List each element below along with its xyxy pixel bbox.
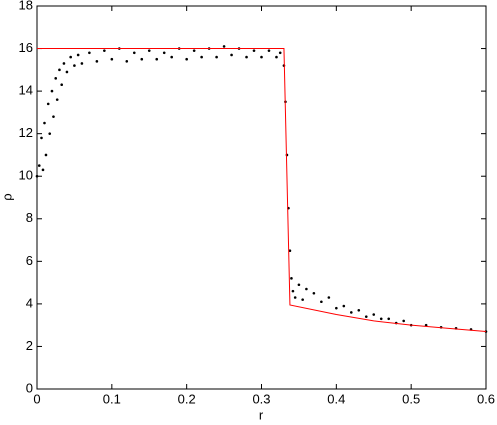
particle-point	[379, 317, 383, 321]
particle-point	[50, 89, 54, 93]
y-tick-label: 6	[26, 253, 33, 268]
x-axis-label: r	[259, 407, 264, 422]
particle-point	[215, 55, 218, 59]
particle-point	[125, 60, 129, 63]
particle-point	[162, 51, 166, 55]
particle-point	[132, 51, 136, 55]
particle-point	[372, 313, 376, 316]
particle-point	[52, 115, 55, 118]
particle-point	[37, 164, 41, 167]
x-tick-label: 0.1	[103, 391, 121, 406]
x-tick-label: 0.5	[402, 391, 420, 406]
particle-point	[170, 55, 173, 59]
particle-point	[402, 319, 405, 323]
particle-point	[327, 296, 331, 299]
particle-point	[58, 68, 61, 72]
particle-point	[357, 308, 361, 312]
y-tick-label: 12	[19, 125, 33, 140]
particle-point	[301, 298, 304, 301]
particle-point	[69, 55, 72, 59]
particle-point	[54, 77, 58, 80]
particle-point	[387, 317, 391, 321]
particle-point	[44, 153, 48, 157]
particle-point	[291, 289, 295, 293]
y-tick-label: 4	[26, 295, 33, 310]
particle-point	[80, 62, 84, 65]
particle-point	[73, 64, 76, 67]
particle-point	[55, 98, 59, 101]
particle-point	[140, 57, 144, 61]
particle-point	[293, 296, 297, 299]
particle-point	[155, 57, 159, 61]
plot-frame	[36, 5, 487, 390]
y-axis-label: ρ	[0, 193, 14, 200]
particle-point	[312, 291, 316, 295]
particle-point	[110, 57, 114, 61]
x-tick-label: 0.2	[178, 391, 196, 406]
x-tick-label: 0	[33, 391, 40, 406]
particle-point	[290, 277, 293, 280]
particle-point	[222, 45, 226, 48]
particle-point	[43, 121, 46, 125]
particle-point	[41, 168, 45, 172]
particle-point	[192, 49, 196, 52]
particle-point	[147, 49, 151, 52]
particle-point	[245, 55, 248, 59]
particle-point	[46, 102, 50, 106]
particle-point	[185, 57, 188, 61]
particle-point	[320, 300, 323, 304]
particle-point	[40, 136, 43, 140]
particle-point	[35, 174, 39, 178]
particle-point	[305, 287, 308, 291]
particle-point	[62, 62, 66, 65]
particle-point	[260, 55, 263, 59]
particle-point	[230, 53, 233, 57]
particle-point	[297, 283, 301, 287]
particle-point	[342, 304, 346, 308]
particle-point	[278, 51, 282, 55]
x-tick-label: 0.3	[252, 391, 270, 406]
particle-point	[288, 249, 292, 252]
y-tick-label: 16	[19, 40, 33, 55]
y-tick-label: 18	[19, 0, 33, 12]
particle-point	[267, 49, 271, 52]
y-tick-label: 0	[26, 380, 33, 395]
particle-point	[76, 53, 80, 57]
particle-point	[60, 83, 63, 87]
particle-point	[364, 315, 368, 318]
y-tick-label: 10	[19, 168, 33, 183]
particle-point	[252, 49, 256, 52]
particle-point	[350, 311, 353, 314]
particle-point	[200, 55, 203, 59]
particle-point	[65, 70, 69, 74]
solution-line	[37, 48, 487, 333]
y-tick-label: 14	[19, 83, 33, 98]
particle-point	[88, 51, 91, 55]
particle-point	[275, 55, 278, 59]
x-tick-label: 0.4	[327, 391, 345, 406]
y-tick-label: 2	[26, 338, 33, 353]
x-tick-label: 0.6	[477, 391, 495, 406]
particle-point	[424, 323, 428, 327]
particle-point	[103, 49, 106, 52]
y-tick-label: 8	[26, 210, 33, 225]
particle-point	[95, 60, 99, 63]
particle-point	[48, 132, 52, 135]
particle-point	[335, 306, 338, 310]
